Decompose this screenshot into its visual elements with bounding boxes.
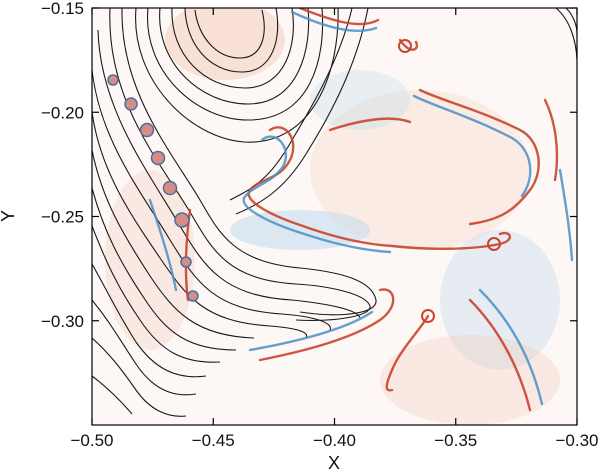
vortex-blobs	[107, 39, 501, 323]
x-axis-label: X	[328, 453, 340, 472]
y-axis: −0.30 −0.25 −0.20 −0.15	[41, 0, 577, 331]
x-tick-label: −0.50	[70, 431, 113, 450]
y-tick-label: −0.20	[41, 103, 84, 122]
y-tick-label: −0.25	[41, 208, 84, 227]
field-wash	[105, 8, 560, 425]
filaments	[148, 8, 574, 412]
x-tick-label: −0.35	[434, 431, 477, 450]
x-tick-label: −0.45	[192, 431, 235, 450]
y-axis-label: Y	[0, 210, 18, 222]
x-tick-label: −0.30	[555, 431, 598, 450]
y-tick-label: −0.30	[41, 312, 84, 331]
plot-area	[92, 8, 577, 425]
x-axis: −0.50 −0.45 −0.40 −0.35 −0.30	[70, 8, 599, 450]
x-tick-label: −0.40	[313, 431, 356, 450]
y-tick-label: −0.15	[41, 0, 84, 18]
